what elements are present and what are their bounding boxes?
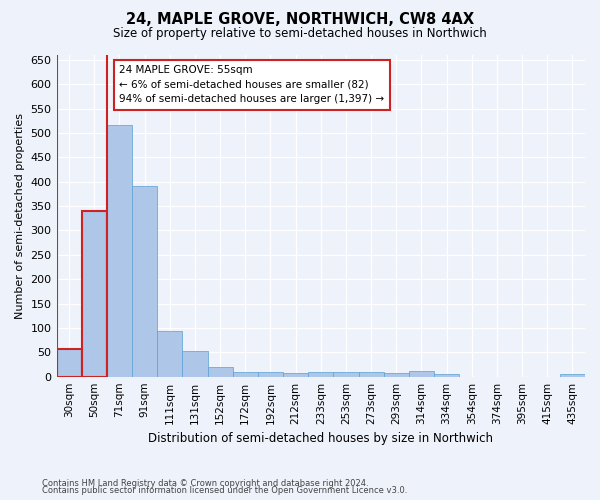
Bar: [82, 211, 107, 376]
Bar: [308, 372, 334, 376]
Bar: [233, 372, 258, 376]
Bar: [208, 367, 233, 376]
Y-axis label: Number of semi-detached properties: Number of semi-detached properties: [15, 113, 25, 319]
Bar: [409, 372, 434, 376]
Bar: [560, 374, 585, 376]
X-axis label: Distribution of semi-detached houses by size in Northwich: Distribution of semi-detached houses by …: [148, 432, 493, 445]
Text: Contains public sector information licensed under the Open Government Licence v3: Contains public sector information licen…: [42, 486, 407, 495]
Bar: [434, 374, 459, 376]
Bar: [258, 372, 283, 376]
Bar: [157, 332, 182, 376]
Bar: [383, 373, 409, 376]
Bar: [283, 373, 308, 376]
Text: Size of property relative to semi-detached houses in Northwich: Size of property relative to semi-detach…: [113, 28, 487, 40]
Text: 24, MAPLE GROVE, NORTHWICH, CW8 4AX: 24, MAPLE GROVE, NORTHWICH, CW8 4AX: [126, 12, 474, 28]
Bar: [132, 186, 157, 376]
Bar: [359, 372, 383, 376]
Bar: [182, 352, 208, 376]
Text: 24 MAPLE GROVE: 55sqm
← 6% of semi-detached houses are smaller (82)
94% of semi-: 24 MAPLE GROVE: 55sqm ← 6% of semi-detac…: [119, 64, 385, 104]
Bar: [56, 349, 82, 376]
Bar: [334, 372, 359, 376]
Bar: [107, 124, 132, 376]
Text: Contains HM Land Registry data © Crown copyright and database right 2024.: Contains HM Land Registry data © Crown c…: [42, 478, 368, 488]
